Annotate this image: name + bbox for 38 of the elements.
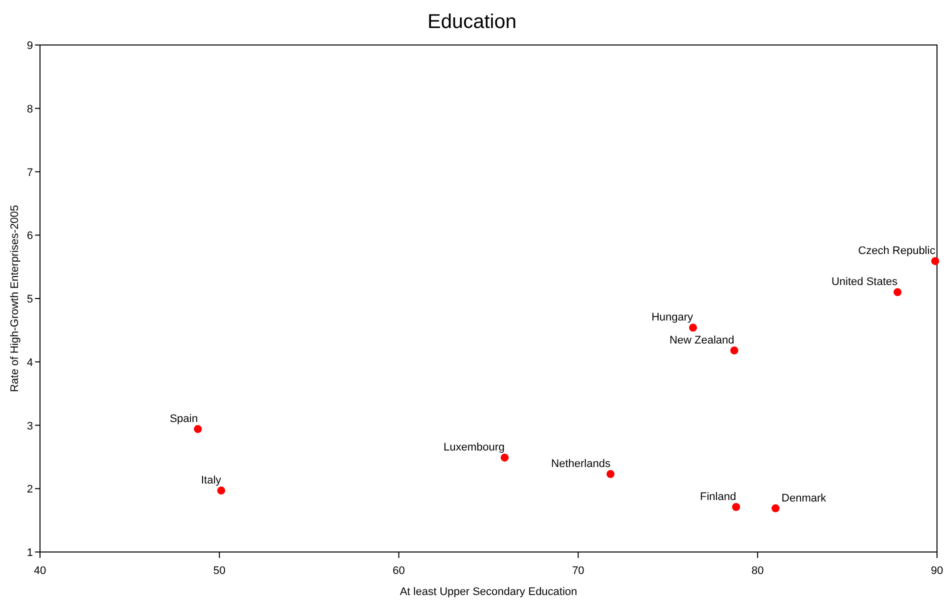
x-tick-label: 90 [930, 565, 944, 577]
x-tick-label: 50 [213, 565, 226, 577]
series-label: Finland [700, 491, 736, 504]
point [732, 503, 740, 512]
point [689, 324, 698, 332]
y-tick-label: 3 [26, 420, 33, 432]
point [894, 288, 902, 296]
y-tick-label: 2 [26, 484, 33, 496]
x-tick-label: 40 [34, 565, 46, 577]
y-axis-title: Rate of High-Growth Enterprises-2005 [9, 204, 21, 392]
series-label: Luxembourg [443, 442, 505, 454]
y-tick-label: 8 [26, 103, 33, 116]
y-tick-label: 6 [26, 230, 33, 242]
x-tick-label: 80 [751, 565, 764, 577]
y-tick-label: 7 [26, 166, 33, 179]
series-label: Spain [170, 413, 198, 426]
series-label: Hungary [651, 312, 694, 324]
x-axis-title: At least Upper Secondary Education [400, 586, 578, 598]
series-label: Denmark [782, 492, 827, 504]
point [500, 454, 509, 462]
x-tick-label: 70 [572, 565, 584, 577]
chart-title: Education [428, 11, 516, 33]
y-tick-label: 4 [26, 356, 33, 369]
series-label: Italy [201, 474, 222, 487]
y-tick-label: 9 [26, 40, 33, 52]
point [931, 257, 940, 266]
y-tick-label: 1 [26, 547, 33, 559]
series-label: United States [831, 276, 898, 288]
point [217, 486, 226, 495]
series-label: Netherlands [551, 458, 611, 470]
series-label: New Zealand [669, 334, 734, 346]
point [730, 346, 738, 354]
y-tick-label: 5 [26, 294, 33, 306]
series-label: Czech Republic [858, 245, 936, 258]
point [194, 425, 202, 434]
x-tick-label: 60 [392, 565, 405, 577]
point [606, 470, 614, 478]
point [772, 504, 780, 512]
